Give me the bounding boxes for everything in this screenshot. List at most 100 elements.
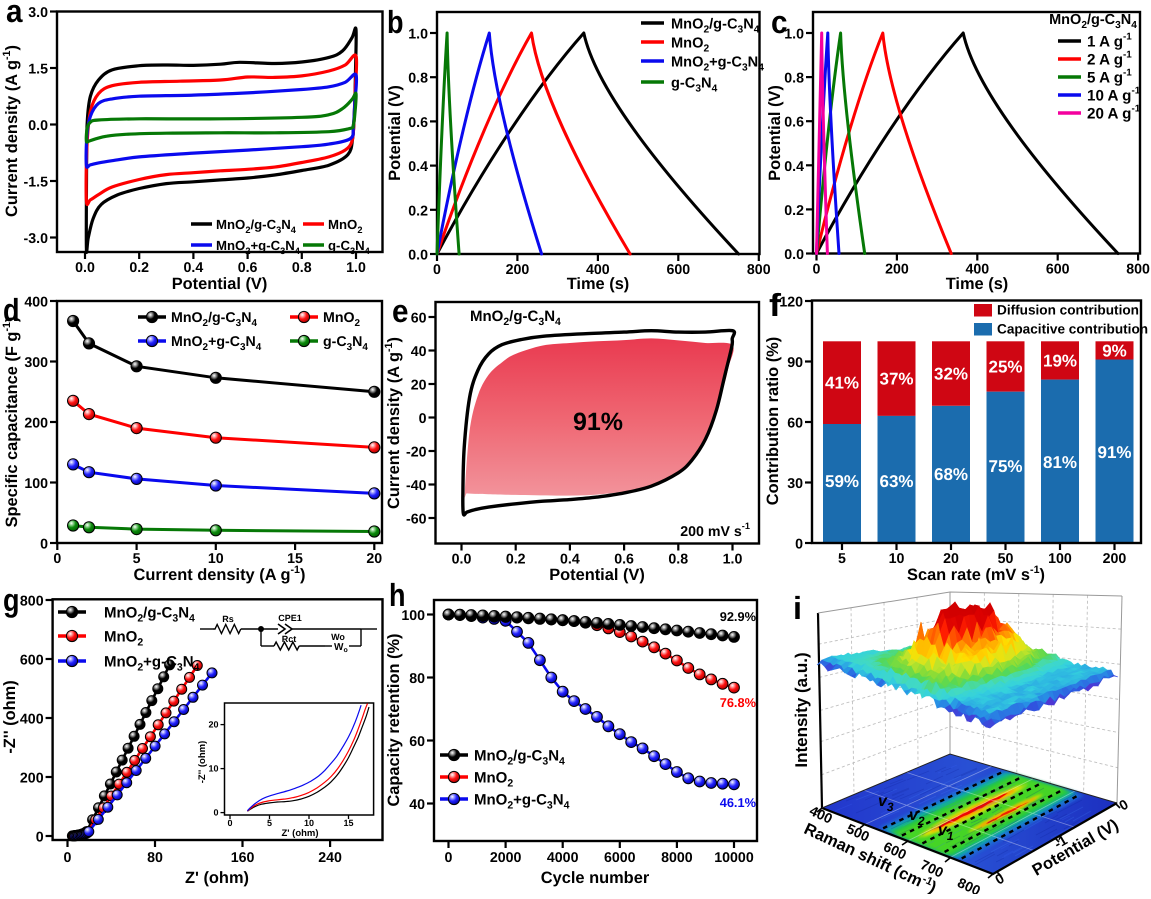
svg-text:CPE1: CPE1: [278, 613, 302, 623]
svg-text:1.0: 1.0: [408, 27, 428, 43]
svg-text:Rct: Rct: [282, 634, 297, 644]
svg-text:240: 240: [318, 850, 342, 866]
svg-text:Wo: Wo: [331, 632, 345, 642]
svg-text:76.8%: 76.8%: [720, 695, 757, 710]
svg-text:59%: 59%: [825, 472, 859, 491]
svg-text:30: 30: [787, 476, 803, 492]
svg-text:Contribution ratio (%): Contribution ratio (%): [764, 337, 782, 505]
svg-text:g-C3​N4​: g-C3​N4​: [328, 238, 371, 256]
svg-text:0: 0: [795, 537, 803, 553]
svg-text:1.0: 1.0: [723, 552, 743, 568]
svg-text:0.0: 0.0: [28, 118, 48, 134]
svg-text:-20: -20: [406, 445, 427, 461]
svg-text:200: 200: [24, 416, 48, 432]
svg-text:MnO2​: MnO2​: [323, 310, 361, 329]
svg-text:120: 120: [779, 294, 803, 310]
svg-text:300: 300: [24, 355, 48, 371]
svg-text:g: g: [3, 582, 20, 618]
svg-text:200: 200: [506, 262, 530, 278]
svg-text:20: 20: [411, 378, 427, 394]
svg-text:1.5: 1.5: [28, 61, 48, 77]
svg-text:4000: 4000: [547, 850, 579, 866]
svg-text:Current density (A g-1​): Current density (A g-1​): [383, 337, 403, 509]
svg-text:37%: 37%: [879, 370, 913, 389]
svg-text:0.2: 0.2: [506, 552, 526, 568]
svg-text:0: 0: [213, 808, 218, 818]
svg-text:MnO2​: MnO2​: [328, 217, 362, 235]
svg-text:50: 50: [998, 551, 1014, 567]
svg-text:Time (s): Time (s): [567, 275, 630, 293]
svg-text:6000: 6000: [604, 850, 636, 866]
svg-text:Intensity (a.u.): Intensity (a.u.): [792, 652, 811, 767]
svg-text:40: 40: [409, 797, 425, 813]
svg-text:Potential (V): Potential (V): [766, 85, 784, 181]
svg-text:0.4: 0.4: [560, 552, 580, 568]
svg-text:MnO2​: MnO2​: [474, 770, 513, 790]
svg-text:1 A g-1​: 1 A g-1​: [1087, 32, 1132, 51]
svg-text:Capacity retention (%): Capacity retention (%): [385, 633, 403, 806]
svg-text:100: 100: [401, 608, 425, 624]
svg-text:9%: 9%: [1102, 341, 1127, 360]
svg-text:i: i: [793, 590, 802, 626]
svg-text:400: 400: [965, 262, 989, 278]
svg-text:c: c: [771, 4, 788, 40]
svg-text:-40: -40: [406, 478, 427, 494]
svg-text:Time (s): Time (s): [946, 275, 1009, 293]
svg-text:10: 10: [304, 818, 314, 828]
svg-text:a: a: [6, 0, 23, 29]
svg-text:10: 10: [208, 764, 218, 774]
svg-text:5: 5: [133, 551, 141, 567]
svg-text:0: 0: [227, 818, 232, 828]
svg-text:Potential (V): Potential (V): [172, 275, 268, 293]
svg-text:400: 400: [586, 262, 610, 278]
svg-text:0: 0: [53, 551, 61, 567]
svg-text:20: 20: [208, 720, 218, 730]
svg-text:19%: 19%: [1043, 351, 1077, 370]
svg-text:0.8: 0.8: [408, 71, 428, 87]
svg-text:800: 800: [1126, 262, 1150, 278]
svg-text:75%: 75%: [988, 457, 1022, 476]
svg-text:MnO2​+g-C3​N4​: MnO2​+g-C3​N4​: [474, 792, 570, 812]
svg-text:-60: -60: [406, 512, 427, 528]
svg-text:0.6: 0.6: [238, 260, 258, 276]
svg-text:5 A g-1​: 5 A g-1​: [1087, 68, 1132, 87]
svg-text:15: 15: [287, 551, 303, 567]
svg-text:0.4: 0.4: [784, 159, 804, 175]
svg-text:5: 5: [838, 551, 846, 567]
svg-text:0: 0: [64, 850, 72, 866]
svg-text:800: 800: [20, 594, 44, 610]
svg-text:0.4: 0.4: [184, 260, 204, 276]
svg-text:Capacitive contribution: Capacitive contribution: [997, 322, 1148, 337]
svg-text:Diffusion contribution: Diffusion contribution: [997, 303, 1139, 318]
svg-text:e: e: [392, 293, 409, 329]
svg-text:-Z'' (ohm): -Z'' (ohm): [1, 680, 19, 753]
svg-text:h: h: [389, 577, 406, 613]
svg-text:200: 200: [1103, 551, 1127, 567]
svg-text:10: 10: [208, 551, 224, 567]
svg-text:3.0: 3.0: [28, 5, 48, 21]
svg-text:0.4: 0.4: [408, 159, 428, 175]
svg-text:0: 0: [433, 262, 441, 278]
svg-text:1.0: 1.0: [346, 260, 366, 276]
svg-text:MnO2​/g-C3​N4​: MnO2​/g-C3​N4​: [470, 308, 561, 328]
svg-text:80: 80: [147, 850, 163, 866]
svg-text:0.0: 0.0: [784, 247, 804, 263]
svg-text:81%: 81%: [1043, 453, 1077, 472]
svg-text:b: b: [387, 4, 404, 40]
svg-text:Rs: Rs: [222, 614, 234, 624]
svg-text:40: 40: [411, 344, 427, 360]
svg-text:46.1%: 46.1%: [720, 795, 757, 810]
svg-text:0: 0: [813, 262, 821, 278]
svg-text:100: 100: [24, 476, 48, 492]
svg-text:0.2: 0.2: [784, 203, 804, 219]
svg-text:0.0: 0.0: [75, 260, 95, 276]
svg-text:10 A g-1​: 10 A g-1​: [1087, 86, 1141, 105]
svg-text:0.6: 0.6: [408, 115, 428, 131]
svg-text:10: 10: [889, 551, 905, 567]
svg-text:90: 90: [787, 355, 803, 371]
svg-text:g-C3​N4​: g-C3​N4​: [323, 334, 368, 353]
svg-text:200: 200: [885, 262, 909, 278]
svg-text:MnO2​/g-C3​N4​: MnO2​/g-C3​N4​: [474, 748, 565, 768]
svg-text:41%: 41%: [825, 374, 859, 393]
svg-text:60: 60: [409, 734, 425, 750]
